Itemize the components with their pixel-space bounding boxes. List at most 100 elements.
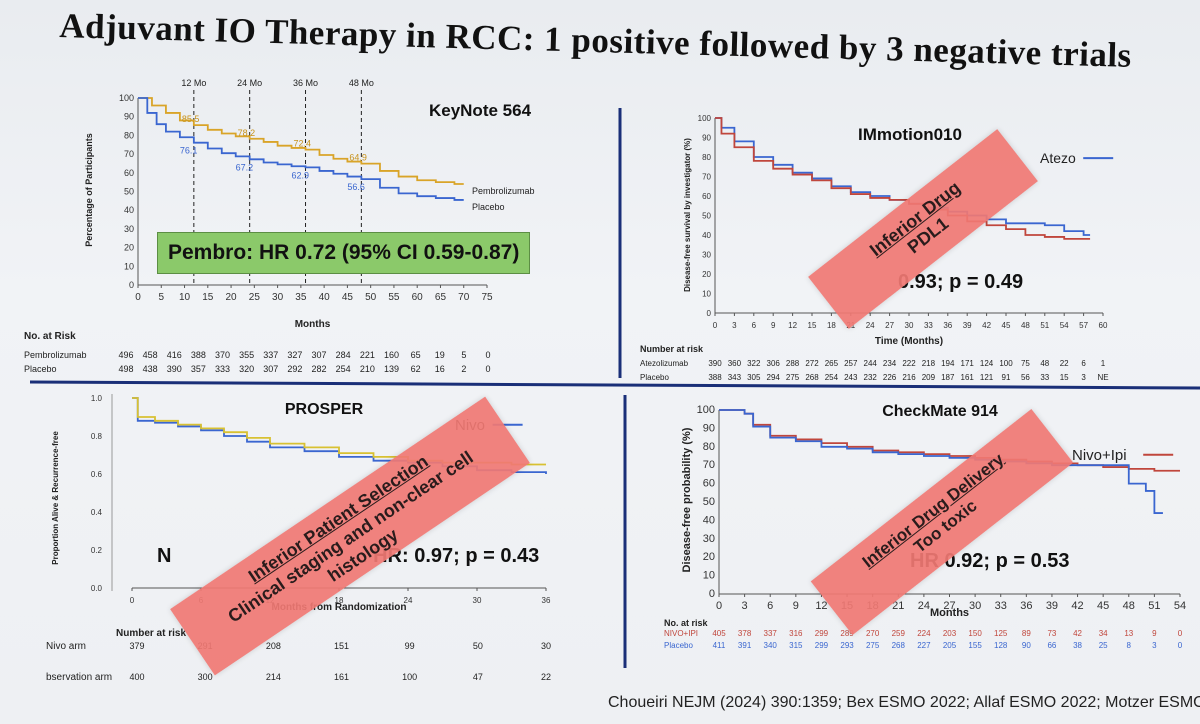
immotion-y-tick-label: 40 <box>702 231 711 240</box>
checkmate-risk-value: 0 <box>1178 629 1183 638</box>
keynote-risk-value: 221 <box>360 350 375 360</box>
keynote-x-tick-label: 20 <box>226 292 238 303</box>
checkmate-x-tick-label: 54 <box>1174 600 1186 612</box>
checkmate-risk-value: 34 <box>1099 629 1108 638</box>
checkmate-risk-value: 9 <box>1152 629 1157 638</box>
immotion-x-tick-label: 9 <box>771 321 776 330</box>
prosper-x-tick-label: 30 <box>473 596 482 605</box>
immotion-risk-value: 390 <box>708 359 722 368</box>
checkmate-x-tick-label: 24 <box>918 600 930 612</box>
keynote-y-tick-label: 10 <box>124 261 134 271</box>
checkmate-risk-value: 289 <box>840 629 854 638</box>
immotion-legend-label: Atezo <box>1040 150 1076 166</box>
checkmate-risk-value: 340 <box>764 641 778 650</box>
checkmate-risk-row-label: Placebo <box>664 641 693 650</box>
immotion-risk-value: 187 <box>941 373 955 382</box>
checkmate-risk-value: 128 <box>994 641 1008 650</box>
immotion-y-tick-label: 90 <box>702 134 711 143</box>
checkmate-risk-value: 73 <box>1047 629 1056 638</box>
keynote-risk-value: 0 <box>485 364 490 374</box>
immotion-x-tick-label: 15 <box>808 321 817 330</box>
immotion-risk-value: 322 <box>747 359 761 368</box>
checkmate-y-tick-label: 0 <box>709 588 715 600</box>
immotion-risk-value: 216 <box>902 373 916 382</box>
keynote-risk-value: 139 <box>384 364 399 374</box>
keynote-risk-value: 496 <box>118 350 133 360</box>
checkmate-risk-value: 268 <box>892 641 906 650</box>
checkmate-x-tick-label: 3 <box>742 600 748 612</box>
prosper-risk-row-label: bservation arm <box>46 672 112 683</box>
keynote-risk-value: 282 <box>312 364 327 374</box>
checkmate-risk-value: 66 <box>1047 641 1056 650</box>
immotion-risk-value: 218 <box>922 359 936 368</box>
horizontal-divider <box>29 380 1200 390</box>
checkmate-x-tick-label: 27 <box>943 600 955 612</box>
immotion-chart: IMmotion01003691215182124273033363942454… <box>640 114 1114 382</box>
keynote-risk-value: 210 <box>360 364 375 374</box>
immotion-y-tick-label: 80 <box>702 153 711 162</box>
immotion-risk-value: 22 <box>1060 359 1069 368</box>
prosper-x-tick-label: 18 <box>335 596 344 605</box>
checkmate-x-label: Months <box>930 607 969 619</box>
keynote-milestone-label: 48 Mo <box>349 78 374 88</box>
keynote-y-label: Percentage of Participants <box>84 133 94 247</box>
prosper-risk-value: 214 <box>266 672 281 682</box>
keynote-y-tick-label: 30 <box>124 224 134 234</box>
keynote-legend-label: Placebo <box>472 202 505 212</box>
keynote-milestone-label: 12 Mo <box>181 78 206 88</box>
keynote-risk-value: 307 <box>312 350 327 360</box>
checkmate-y-tick-label: 70 <box>703 459 715 471</box>
keynote-x-tick-label: 45 <box>342 292 354 303</box>
prosper-y-tick-label: 0.8 <box>91 432 103 441</box>
immotion-y-tick-label: 20 <box>702 270 711 279</box>
checkmate-y-tick-label: 80 <box>703 441 715 453</box>
prosper-risk-value: 151 <box>334 641 349 651</box>
prosper-hr-prefix: N <box>157 545 171 567</box>
immotion-risk-value: 222 <box>902 359 916 368</box>
checkmate-series-1-line <box>719 409 1163 514</box>
immotion-y-tick-label: 30 <box>702 251 711 260</box>
prosper-x-tick-label: 36 <box>542 596 551 605</box>
keynote-risk-value: 284 <box>336 350 351 360</box>
prosper-risk-value: 379 <box>129 641 144 651</box>
keynote-x-tick-label: 65 <box>435 292 447 303</box>
keynote-x-tick-label: 35 <box>295 292 307 303</box>
prosper-hr-text: . HR: 0.97; p = 0.43 <box>362 545 539 567</box>
checkmate-y-tick-label: 50 <box>703 496 715 508</box>
immotion-risk-value: 294 <box>767 373 781 382</box>
checkmate-y-label: Disease-free probability (%) <box>681 427 693 572</box>
immotion-risk-value: 1 <box>1101 359 1106 368</box>
keynote-risk-value: 160 <box>384 350 399 360</box>
immotion-risk-value: 171 <box>961 359 975 368</box>
keynote-value-label: 72.4 <box>294 139 312 149</box>
citation: Choueiri NEJM (2024) 390:1359; Bex ESMO … <box>608 694 1200 711</box>
immotion-y-tick-label: 70 <box>702 173 711 182</box>
keynote-x-tick-label: 50 <box>365 292 377 303</box>
keynote-risk-value: 337 <box>263 350 278 360</box>
immotion-risk-value: 306 <box>767 359 781 368</box>
checkmate-risk-value: 203 <box>943 629 957 638</box>
keynote-risk-value: 390 <box>167 364 182 374</box>
checkmate-x-tick-label: 30 <box>969 600 981 612</box>
checkmate-risk-value: 8 <box>1127 641 1132 650</box>
keynote-risk-value: 62 <box>411 364 421 374</box>
immotion-x-tick-label: 0 <box>713 321 718 330</box>
prosper-risk-row-label: Nivo arm <box>46 641 86 652</box>
keynote-y-tick-label: 90 <box>124 112 134 122</box>
prosper-title: PROSPER <box>285 401 364 418</box>
keynote-x-tick-label: 5 <box>158 292 164 303</box>
immotion-risk-value: 124 <box>980 359 994 368</box>
immotion-risk-value: 194 <box>941 359 955 368</box>
keynote-risk-value: 320 <box>239 364 254 374</box>
immotion-x-tick-label: 24 <box>866 321 875 330</box>
keynote-value-label: 78.2 <box>238 128 256 138</box>
immotion-risk-value: 275 <box>786 373 800 382</box>
keynote-x-tick-label: 40 <box>319 292 331 303</box>
immotion-risk-value: 48 <box>1040 359 1049 368</box>
immotion-x-tick-label: 39 <box>963 321 972 330</box>
immotion-x-tick-label: 48 <box>1021 321 1030 330</box>
checkmate-legend-label: Nivo+Ipi <box>1072 447 1127 464</box>
checkmate-y-tick-label: 100 <box>697 404 715 416</box>
immotion-risk-value: 33 <box>1040 373 1049 382</box>
